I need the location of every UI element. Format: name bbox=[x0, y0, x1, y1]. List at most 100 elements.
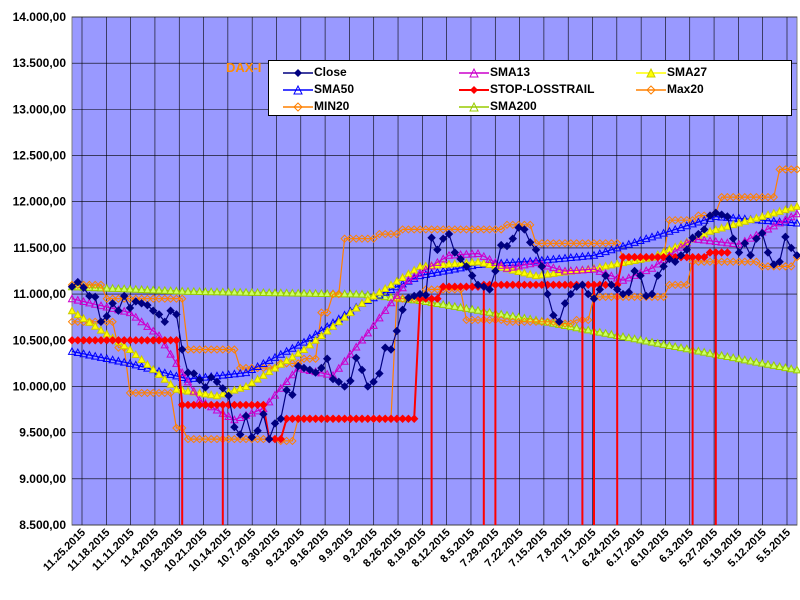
close-point bbox=[496, 240, 506, 250]
sma27-point bbox=[601, 261, 610, 270]
close-point bbox=[589, 294, 599, 303]
sma13-point bbox=[496, 260, 506, 269]
stoploss-point bbox=[322, 414, 332, 423]
sma50-point bbox=[792, 218, 800, 227]
min20-point bbox=[566, 319, 576, 328]
sma50-point bbox=[670, 224, 680, 233]
sma50-point bbox=[554, 254, 564, 263]
sma13-point bbox=[473, 248, 483, 257]
max20-point bbox=[114, 294, 123, 303]
sma13-point bbox=[711, 236, 721, 245]
sma50-line bbox=[71, 215, 798, 380]
sma200-point bbox=[659, 339, 668, 348]
max20-point bbox=[734, 192, 744, 202]
close-point bbox=[241, 411, 251, 421]
min20-point bbox=[705, 257, 715, 266]
legend-label-sma13: SMA13 bbox=[490, 65, 531, 79]
sma27-point bbox=[433, 260, 442, 269]
sma50-point bbox=[270, 352, 280, 361]
sma13-point bbox=[467, 249, 477, 258]
sma200-point bbox=[514, 312, 523, 321]
sma50-point bbox=[769, 216, 779, 225]
sma13-point bbox=[775, 218, 784, 227]
sma27-point bbox=[444, 259, 454, 268]
sma200-point bbox=[264, 288, 274, 297]
close-point bbox=[578, 280, 587, 290]
sma200-point bbox=[473, 305, 483, 314]
max20-point bbox=[549, 239, 558, 248]
close-point bbox=[375, 369, 384, 378]
stoploss-point bbox=[705, 248, 715, 257]
sma13-point bbox=[723, 238, 732, 247]
sma200-point bbox=[299, 288, 309, 297]
sma200-point bbox=[230, 287, 239, 296]
sma13-point bbox=[322, 369, 332, 378]
sma13-point bbox=[270, 390, 280, 399]
close-point bbox=[740, 239, 750, 248]
min20-point bbox=[699, 257, 709, 266]
stoploss-point bbox=[270, 434, 280, 444]
stoploss-point bbox=[462, 282, 471, 291]
stoploss-point bbox=[85, 336, 94, 345]
sma50-point bbox=[73, 348, 83, 357]
min20-point bbox=[433, 285, 442, 294]
max20-point bbox=[763, 192, 773, 202]
sma27-point bbox=[96, 325, 106, 334]
legend-marker-sma27 bbox=[636, 67, 666, 78]
max20-point bbox=[670, 215, 680, 225]
sma50-point bbox=[189, 373, 199, 382]
legend-marker-max20 bbox=[636, 85, 666, 95]
max20-point bbox=[404, 225, 413, 234]
max20-point bbox=[160, 294, 170, 303]
sma50-point bbox=[444, 265, 454, 274]
sma200-point bbox=[206, 287, 216, 296]
sma50-point bbox=[659, 228, 668, 237]
sma27-point bbox=[607, 260, 616, 269]
max20-point bbox=[595, 239, 605, 248]
sma50-point bbox=[572, 252, 581, 261]
stoploss-point bbox=[90, 336, 100, 345]
max20-point bbox=[357, 234, 367, 243]
sma13-point bbox=[624, 273, 634, 282]
sma50-point bbox=[247, 364, 257, 374]
sma13-point bbox=[73, 295, 83, 304]
stoploss-point bbox=[288, 414, 297, 423]
min20-point bbox=[114, 343, 123, 352]
sma50-point bbox=[241, 368, 251, 377]
sma27-point bbox=[137, 354, 146, 363]
stoploss-point bbox=[723, 248, 732, 257]
sma13-point bbox=[166, 349, 175, 358]
min20-point bbox=[583, 315, 593, 325]
sma27-point bbox=[305, 340, 315, 349]
close-point bbox=[206, 373, 216, 382]
min20-point bbox=[670, 280, 680, 290]
sma50-point bbox=[508, 257, 518, 266]
max20-point bbox=[485, 225, 494, 234]
sma50-point bbox=[647, 232, 657, 241]
close-point bbox=[189, 369, 199, 378]
sma200-point bbox=[351, 289, 361, 298]
sma50-point bbox=[566, 252, 576, 262]
max20-point bbox=[334, 289, 344, 299]
close-point bbox=[195, 375, 204, 385]
stoploss-point bbox=[183, 400, 193, 410]
sma200-point bbox=[108, 283, 117, 292]
stoploss-point bbox=[212, 400, 222, 410]
sma200-point bbox=[752, 357, 761, 366]
sma200-point bbox=[653, 338, 663, 347]
sma13-point bbox=[694, 234, 703, 243]
close-point bbox=[612, 285, 622, 294]
max20-point bbox=[699, 211, 709, 220]
stoploss-point bbox=[618, 252, 628, 262]
close-point bbox=[734, 248, 744, 257]
sma50-point bbox=[438, 266, 448, 275]
sma50-point bbox=[583, 251, 593, 260]
sma50-point bbox=[259, 358, 268, 367]
stoploss-point bbox=[131, 336, 141, 345]
close-point bbox=[212, 377, 222, 387]
sma13-point bbox=[699, 235, 709, 244]
close-point bbox=[520, 225, 529, 234]
max20-point bbox=[508, 220, 518, 230]
max20-point bbox=[340, 234, 349, 243]
y-tick-label: 8.500,00 bbox=[19, 518, 66, 532]
